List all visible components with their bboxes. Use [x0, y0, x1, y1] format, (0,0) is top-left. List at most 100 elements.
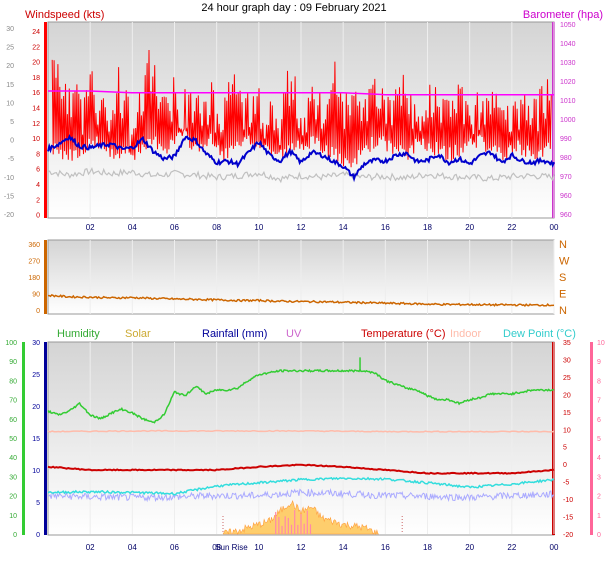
series-temperature [47, 463, 555, 475]
y-right-tick-label: 1030 [560, 60, 576, 67]
compass-tick-label: S [559, 272, 566, 284]
x-tick-label: 02 [86, 223, 95, 232]
y-right-tick-label: 1000 [560, 117, 576, 124]
direction-axis-ruler [44, 240, 47, 314]
legend-uv: UV [286, 328, 302, 340]
humidity-tick-label: 90 [9, 359, 17, 366]
legend-dew-point: Dew Point (°C) [503, 328, 576, 340]
series-humidity [47, 368, 555, 424]
humidity-tick-label: 20 [9, 494, 17, 501]
y-left-tick-label: 22 [32, 44, 40, 51]
x-tick-label: 12 [297, 223, 306, 232]
temp-left-tick-label: 20 [32, 404, 40, 411]
y-outer-tick-label: 25 [6, 45, 14, 52]
y-right-tick-label: 960 [560, 193, 572, 200]
humidity-tick-label: 70 [9, 398, 17, 405]
wind-baro-panel: Windspeed (kts) Barometer (hpa) 30 25 20 15… [4, 9, 603, 232]
temp-right-tick-label: 20 [563, 392, 571, 399]
legend-temperature: Temperature (°C) [361, 328, 445, 340]
y-left-tick-label: 0 [36, 213, 40, 220]
windspeed-axis-label: Windspeed (kts) [25, 9, 104, 21]
temp-axis-ruler-left [44, 342, 47, 535]
direction-tick-label: 90 [32, 292, 40, 299]
y-outer-tick-label: 0 [10, 138, 14, 145]
y-outer-tick-label: 20 [6, 63, 14, 70]
temp-right-tick-label: 35 [563, 340, 571, 347]
uv-tick-label: 7 [597, 398, 601, 405]
y-right-tick-label: 970 [560, 174, 572, 181]
series-dew-point [47, 476, 555, 496]
y-outer-tick-label: 30 [6, 26, 14, 33]
humidity-tick-label: 0 [13, 532, 17, 539]
temp-left-tick-label: 5 [36, 500, 40, 507]
temp-left-tick-label: 10 [32, 468, 40, 475]
x-tick-label: 06 [170, 223, 179, 232]
series-wind-speed [51, 49, 552, 168]
compass-tick-label: E [559, 289, 566, 301]
temp-left-tick-label: 15 [32, 436, 40, 443]
y-right-tick-label: 1020 [560, 79, 576, 86]
humidity-tick-label: 30 [9, 474, 17, 481]
temp-right-tick-label: 30 [563, 357, 571, 364]
y-outer-tick-label: -10 [4, 175, 14, 182]
x-tick-label: 00 [550, 543, 559, 552]
temp-right-tick-label: -10 [563, 497, 573, 504]
temp-right-tick-label: -15 [563, 515, 573, 522]
humidity-tick-label: 40 [9, 455, 17, 462]
uv-tick-label: 3 [597, 474, 601, 481]
uv-tick-label: 5 [597, 436, 601, 443]
y-left-tick-label: 18 [32, 75, 40, 82]
temp-left-tick-label: 25 [32, 372, 40, 379]
uv-tick-label: 2 [597, 494, 601, 501]
x-tick-label: 20 [465, 543, 474, 552]
series-wind-direction [48, 294, 555, 307]
y-left-tick-label: 14 [32, 106, 40, 113]
uv-tick-label: 0 [597, 532, 601, 539]
temp-right-tick-label: -5 [563, 480, 569, 487]
humidity-tick-label: 50 [9, 436, 17, 443]
wind-axis-ruler-left [44, 22, 47, 218]
x-tick-label: 10 [254, 223, 263, 232]
x-tick-label: 16 [381, 223, 390, 232]
legend-rainfall: Rainfall (mm) [202, 328, 267, 340]
y-left-tick-label: 6 [36, 167, 40, 174]
x-tick-label: 16 [381, 543, 390, 552]
series-barometer [48, 90, 554, 96]
humidity-tick-label: 100 [5, 340, 17, 347]
x-tick-label: 14 [339, 223, 348, 232]
uv-tick-label: 9 [597, 359, 601, 366]
x-tick-label: 06 [170, 543, 179, 552]
y-left-tick-label: 12 [32, 121, 40, 128]
temp-left-tick-label: 30 [32, 340, 40, 347]
y-left-tick-label: 16 [32, 90, 40, 97]
humidity-axis-ruler [22, 342, 25, 535]
uv-tick-label: 4 [597, 455, 601, 462]
y-outer-tick-label: -20 [4, 212, 14, 219]
x-tick-label: 04 [128, 223, 137, 232]
y-outer-tick-label: 15 [6, 82, 14, 89]
y-right-tick-label: 990 [560, 136, 572, 143]
barometer-axis-label: Barometer (hpa) [523, 9, 603, 21]
y-left-tick-label: 8 [36, 151, 40, 158]
uv-axis-ruler [590, 342, 593, 535]
direction-tick-label: 0 [36, 308, 40, 315]
y-right-tick-label: 980 [560, 155, 572, 162]
temp-right-tick-label: 5 [563, 445, 567, 452]
x-tick-label: 00 [550, 223, 559, 232]
y-left-tick-label: 4 [36, 182, 40, 189]
y-left-tick-label: 20 [32, 60, 40, 67]
x-tick-label: 22 [507, 543, 516, 552]
series-lavender [47, 487, 555, 503]
temp-right-tick-label: 10 [563, 427, 571, 434]
x-tick-label: 02 [86, 543, 95, 552]
series-light-gray [47, 166, 555, 184]
uv-tick-label: 1 [597, 513, 601, 520]
series-dark-blue [47, 134, 555, 183]
y-right-tick-label: 1010 [560, 98, 576, 105]
x-tick-label: 04 [128, 543, 137, 552]
compass-tick-label: N [559, 305, 567, 317]
x-tick-label: 22 [507, 223, 516, 232]
direction-tick-label: 270 [28, 259, 40, 266]
